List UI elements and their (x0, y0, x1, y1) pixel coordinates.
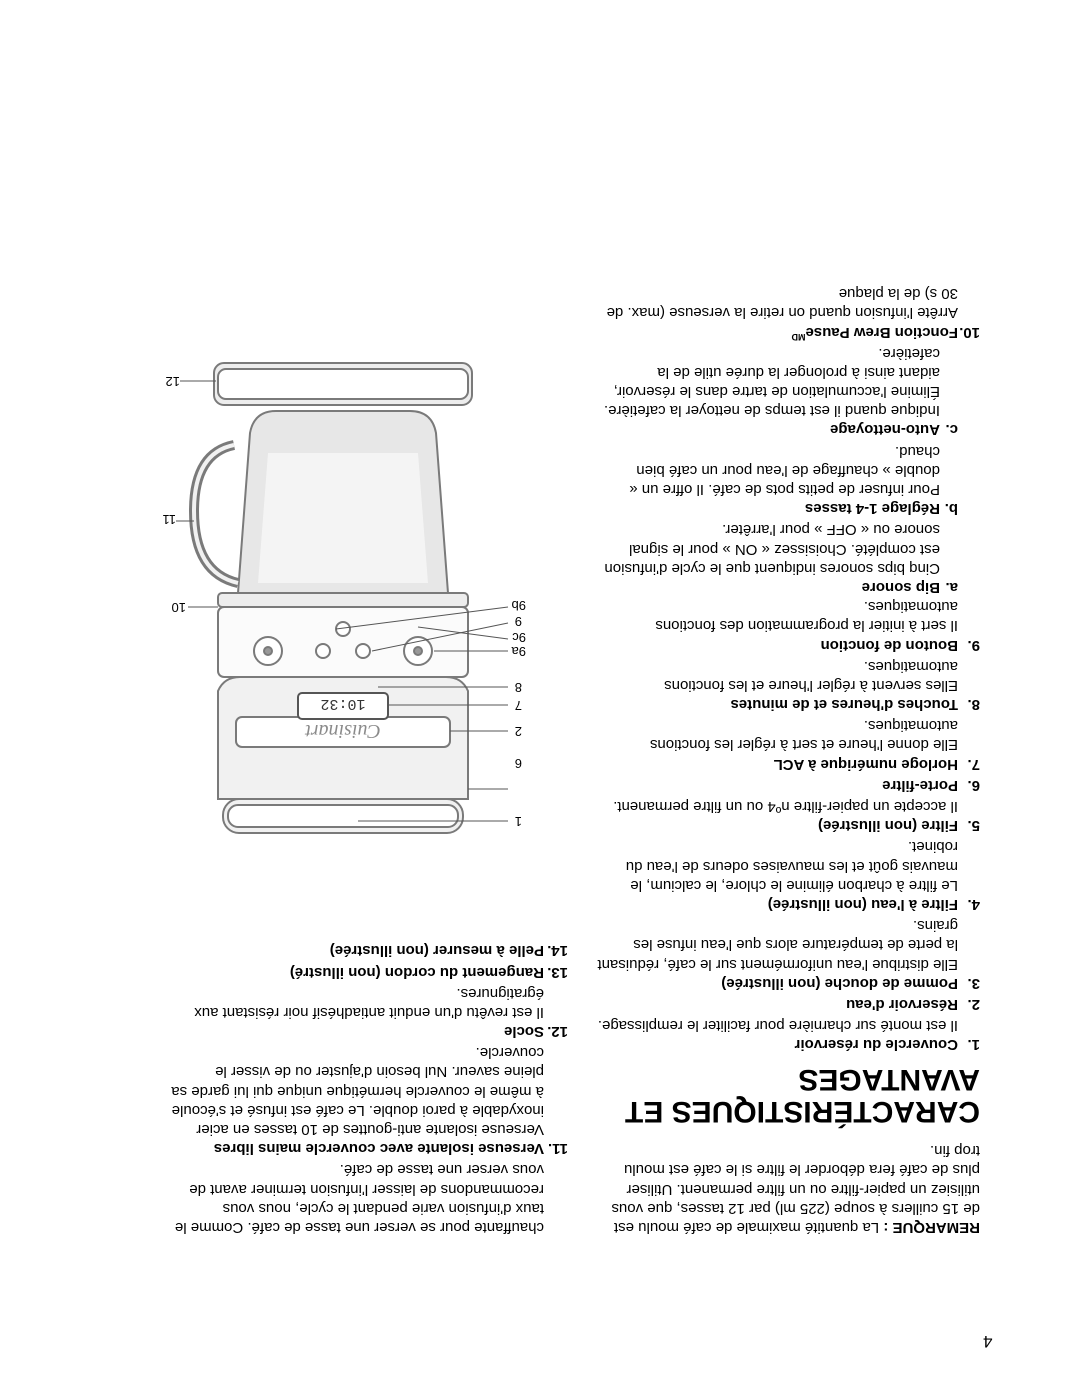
feature-item: 12. SocleIl est revêtu d'un enduit antia… (170, 984, 568, 1042)
left-column: REMARQUE : La quantité maximale de café … (596, 100, 980, 1237)
feature-label: Rangement du cordon (non illustré) (290, 964, 544, 981)
callout-9: 9 (515, 613, 522, 630)
feature-desc: Le filtre à charbon élimine le chlore, l… (596, 837, 958, 895)
feature-label: Pomme de douche (non illustrée) (721, 975, 958, 992)
feature-desc: Il accepte un papier-filtre nº4 ou un fi… (596, 797, 958, 816)
callout-12: 12 (166, 373, 180, 390)
callout-6: 6 (515, 755, 522, 772)
feature-desc: Elles servent à régler l'heure et les fo… (596, 657, 958, 695)
feature-item: Pomme de douche (non illustrée)Elle dist… (596, 916, 980, 993)
page-title: CARACTÉRISTIQUES ET AVANTAGES (596, 1062, 980, 1127)
clock-text: 10:32 (320, 695, 365, 712)
feature-item: Réservoir d'eau (596, 995, 980, 1014)
feature-item: 13. Rangement du cordon (non illustré) (170, 962, 568, 981)
feature-list-right: chauffante pour se verser une tasse de c… (170, 941, 568, 1237)
callout-11: 11 (163, 511, 177, 528)
feature-subitem: Bip sonoreCinq bips sonores indiquent qu… (596, 520, 958, 597)
brand-text: Cuisinart (305, 720, 381, 742)
callout-2: 2 (515, 723, 522, 740)
feature-desc: Verseuse isolante anti-gouttes de 10 tas… (170, 1043, 544, 1139)
feature-item: Filtre (non illustrée)Il accepte un papi… (596, 797, 980, 835)
feature-label: Couvercle du réservoir (795, 1036, 958, 1053)
callout-9b: 9b (512, 597, 526, 614)
feature-item: Touches d'heures et de minutesElles serv… (596, 657, 980, 715)
feature-label: Verseuse isolante avec couvercle mains l… (214, 1140, 544, 1157)
feature-item: Couvercle du réservoirIl est monté sur c… (596, 1016, 980, 1054)
feature-item: Fonction Brew PauseMD Arrête l'infusion q… (596, 284, 980, 342)
feature-label: Bouton de fonction (821, 637, 958, 654)
feature-desc-continuation: chauffante pour se verser une tasse de c… (170, 1160, 568, 1237)
remark-paragraph: REMARQUE : La quantité maximale de café … (596, 1141, 980, 1237)
callout-7: 7 (515, 697, 522, 714)
feature-item: Porte-filtre (596, 776, 980, 795)
feature-item: Horloge numérique à ACL Elle donne l'heur… (596, 716, 980, 774)
product-diagram: Cuisinart 10:32 (170, 331, 568, 851)
feature-label: Filtre (non illustrée) (818, 817, 958, 834)
feature-label: Porte-filtre (882, 777, 958, 794)
feature-label: Fonction Brew PauseMD (791, 324, 958, 341)
remark-label: REMARQUE : (883, 1219, 980, 1236)
feature-item: Filtre à l'eau (non illustrée)Le filtre … (596, 837, 980, 914)
feature-desc: Elle distribue l'eau uniformément sur le… (596, 916, 958, 974)
feature-label: Socle (504, 1023, 544, 1040)
feature-desc: Il est monté sur charnière pour facilite… (596, 1016, 958, 1035)
feature-desc: Elle donne l'heure et sert à régler les … (596, 716, 958, 754)
callout-9c: 9c (512, 629, 526, 646)
feature-label: Horloge numérique à ACL (774, 756, 958, 773)
feature-label: Pelle à mesurer (non illustrée) (330, 942, 544, 959)
feature-item: 14. Pelle à mesurer (non illustrée) (170, 941, 568, 960)
feature-item: Bouton de fonction Il sert à initier la p… (596, 344, 980, 655)
callout-1: 1 (515, 813, 522, 830)
feature-list-left: Couvercle du réservoirIl est monté sur c… (596, 284, 980, 1054)
feature-subitem: Auto-nettoyageIndique quand il est temps… (596, 344, 958, 440)
feature-desc: Il est revêtu d'un enduit antiadhésif no… (170, 984, 544, 1022)
feature-subitem: Réglage 1-4 tassesPour infuser de petits… (596, 441, 958, 518)
feature-sublist: Bip sonoreCinq bips sonores indiquent qu… (596, 344, 958, 597)
feature-desc: Arrête l'infusion quand on retire la ver… (596, 284, 958, 322)
callout-10: 10 (172, 599, 186, 616)
callout-8: 8 (515, 679, 522, 696)
feature-item: 11. Verseuse isolante avec couvercle mai… (170, 1043, 568, 1158)
right-column: chauffante pour se verser une tasse de c… (170, 100, 568, 1237)
feature-label: Touches d'heures et de minutes (730, 696, 958, 713)
feature-desc: Il sert à initier la programmation des f… (596, 597, 958, 635)
feature-label: Filtre à l'eau (non illustrée) (768, 896, 958, 913)
feature-label: Réservoir d'eau (846, 996, 958, 1013)
page-number: 4 (983, 1331, 992, 1351)
